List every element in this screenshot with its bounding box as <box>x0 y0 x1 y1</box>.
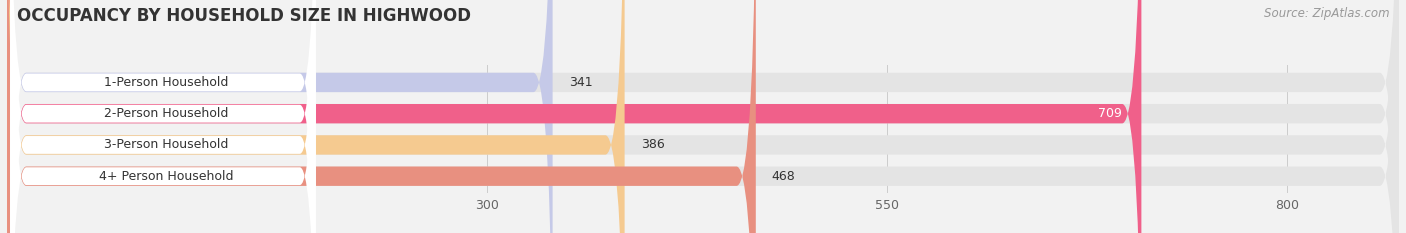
Text: 386: 386 <box>641 138 665 151</box>
Text: 3-Person Household: 3-Person Household <box>104 138 228 151</box>
Text: 2-Person Household: 2-Person Household <box>104 107 228 120</box>
Text: 341: 341 <box>568 76 592 89</box>
FancyBboxPatch shape <box>7 0 1399 233</box>
FancyBboxPatch shape <box>7 0 1399 233</box>
FancyBboxPatch shape <box>7 0 756 233</box>
Text: Source: ZipAtlas.com: Source: ZipAtlas.com <box>1264 7 1389 20</box>
FancyBboxPatch shape <box>7 0 1399 233</box>
Text: 1-Person Household: 1-Person Household <box>104 76 228 89</box>
Text: 709: 709 <box>1098 107 1122 120</box>
FancyBboxPatch shape <box>10 0 316 233</box>
FancyBboxPatch shape <box>7 0 553 233</box>
FancyBboxPatch shape <box>7 0 1142 233</box>
FancyBboxPatch shape <box>10 0 316 233</box>
Text: 4+ Person Household: 4+ Person Household <box>98 170 233 183</box>
FancyBboxPatch shape <box>7 0 624 233</box>
FancyBboxPatch shape <box>7 0 1399 233</box>
FancyBboxPatch shape <box>10 0 316 233</box>
Text: 468: 468 <box>772 170 796 183</box>
FancyBboxPatch shape <box>10 0 316 233</box>
Text: OCCUPANCY BY HOUSEHOLD SIZE IN HIGHWOOD: OCCUPANCY BY HOUSEHOLD SIZE IN HIGHWOOD <box>17 7 471 25</box>
